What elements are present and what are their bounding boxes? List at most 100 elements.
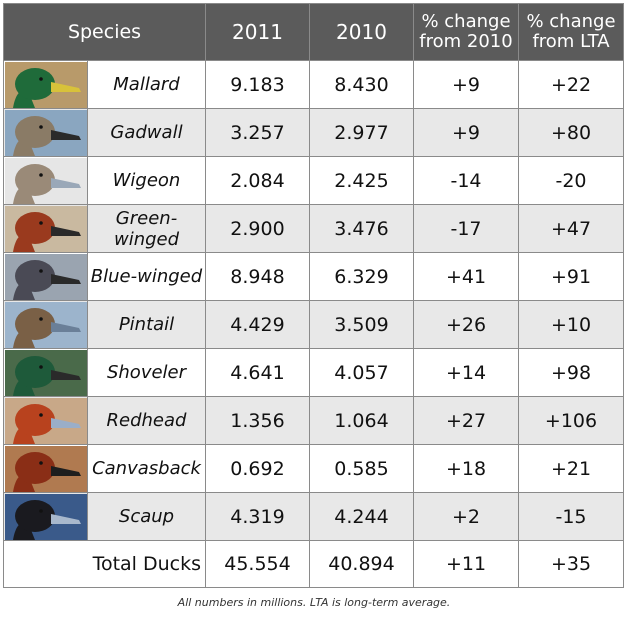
- table-row: Blue-winged 8.948 6.329 +41 +91: [3, 252, 624, 301]
- table-row: Gadwall 3.257 2.977 +9 +80: [3, 108, 624, 157]
- value-2011: 4.429: [205, 300, 310, 349]
- value-2011: 3.257: [205, 108, 310, 157]
- species-column-header: Species: [3, 3, 206, 61]
- total-pct-change-lta: +35: [518, 540, 624, 588]
- year-2010-column-header: 2010: [309, 3, 414, 61]
- table-row: Scaup 4.319 4.244 +2 -15: [3, 492, 624, 541]
- pct-change-2010: +14: [413, 348, 519, 397]
- value-2010: 1.064: [309, 396, 414, 445]
- value-2011: 9.183: [205, 60, 310, 109]
- shoveler-duck-head-icon: [4, 349, 87, 396]
- pct-change-2010: +9: [413, 60, 519, 109]
- table-row: Shoveler 4.641 4.057 +14 +98: [3, 348, 624, 397]
- species-name: Canvasback: [87, 444, 206, 493]
- value-2010: 3.509: [309, 300, 414, 349]
- blue-winged-teal-head-icon: [4, 253, 87, 300]
- green-winged-teal-head-icon: [4, 205, 87, 252]
- duck-photo-cell: [3, 492, 88, 541]
- pct-change-lta: +10: [518, 300, 624, 349]
- pct-change-lta: +22: [518, 60, 624, 109]
- scaup-duck-head-icon: [4, 493, 87, 540]
- pct-change-2010: -14: [413, 156, 519, 205]
- duck-photo-cell: [3, 348, 88, 397]
- pct-change-2010: +2: [413, 492, 519, 541]
- species-name: Mallard: [87, 60, 206, 109]
- value-2010: 2.977: [309, 108, 414, 157]
- value-2010: 2.425: [309, 156, 414, 205]
- duck-photo-cell: [3, 156, 88, 205]
- duck-photo-cell: [3, 252, 88, 301]
- pct-change-lta: +21: [518, 444, 624, 493]
- pct-change-lta-column-header: % change from LTA: [518, 3, 624, 61]
- pct-change-2010-header-line2: from 2010: [419, 31, 513, 52]
- value-2010: 3.476: [309, 204, 414, 253]
- species-name: Redhead: [87, 396, 206, 445]
- pct-change-2010-column-header: % change from 2010: [413, 3, 519, 61]
- value-2010: 0.585: [309, 444, 414, 493]
- value-2010: 6.329: [309, 252, 414, 301]
- canvasback-duck-head-icon: [4, 445, 87, 492]
- total-2010-value: 40.894: [309, 540, 414, 588]
- pct-change-lta: -15: [518, 492, 624, 541]
- pct-change-lta: +47: [518, 204, 624, 253]
- pct-change-2010: +9: [413, 108, 519, 157]
- value-2011: 4.319: [205, 492, 310, 541]
- value-2011: 2.084: [205, 156, 310, 205]
- mallard-duck-head-icon: [4, 61, 87, 108]
- pct-change-2010: +26: [413, 300, 519, 349]
- total-row: Total Ducks 45.554 40.894 +11 +35: [3, 540, 624, 588]
- table-row: Green-winged 2.900 3.476 -17 +47: [3, 204, 624, 253]
- species-name: Gadwall: [87, 108, 206, 157]
- pct-change-lta: +80: [518, 108, 624, 157]
- table-body: Mallard 9.183 8.430 +9 +22 Gadwall 3.257 2.977 +…: [3, 60, 624, 588]
- pct-change-lta: +98: [518, 348, 624, 397]
- duck-photo-cell: [3, 204, 88, 253]
- species-name: Scaup: [87, 492, 206, 541]
- value-2010: 4.057: [309, 348, 414, 397]
- pct-change-2010: +27: [413, 396, 519, 445]
- duck-photo-cell: [3, 396, 88, 445]
- species-name: Pintail: [87, 300, 206, 349]
- pct-change-2010-header-line1: % change: [421, 11, 511, 32]
- pct-change-lta: -20: [518, 156, 624, 205]
- pct-change-lta: +91: [518, 252, 624, 301]
- table-row: Mallard 9.183 8.430 +9 +22: [3, 60, 624, 109]
- value-2011: 1.356: [205, 396, 310, 445]
- table-header-row: Species 2011 2010 % change from 2010 % c…: [3, 3, 624, 61]
- pct-change-lta-header-line2: from LTA: [532, 31, 610, 52]
- duck-population-table-frame: Species 2011 2010 % change from 2010 % c…: [3, 3, 624, 588]
- gadwall-duck-head-icon: [4, 109, 87, 156]
- value-2010: 4.244: [309, 492, 414, 541]
- value-2011: 2.900: [205, 204, 310, 253]
- pintail-duck-head-icon: [4, 301, 87, 348]
- pct-change-2010: -17: [413, 204, 519, 253]
- duck-photo-cell: [3, 60, 88, 109]
- species-name: Blue-winged: [87, 252, 206, 301]
- total-2011-value: 45.554: [205, 540, 310, 588]
- table-row: Wigeon 2.084 2.425 -14 -20: [3, 156, 624, 205]
- species-name: Green-winged: [87, 204, 206, 253]
- total-pct-change-2010: +11: [413, 540, 519, 588]
- duck-photo-cell: [3, 300, 88, 349]
- value-2011: 4.641: [205, 348, 310, 397]
- wigeon-duck-head-icon: [4, 157, 87, 204]
- duck-population-table: Species 2011 2010 % change from 2010 % c…: [3, 3, 624, 588]
- redhead-duck-head-icon: [4, 397, 87, 444]
- table-row: Pintail 4.429 3.509 +26 +10: [3, 300, 624, 349]
- pct-change-lta: +106: [518, 396, 624, 445]
- value-2010: 8.430: [309, 60, 414, 109]
- footnote: All numbers in millions. LTA is long-ter…: [177, 596, 451, 609]
- species-name: Shoveler: [87, 348, 206, 397]
- value-2011: 0.692: [205, 444, 310, 493]
- year-2011-column-header: 2011: [205, 3, 310, 61]
- duck-photo-cell: [3, 444, 88, 493]
- total-label: Total Ducks: [3, 540, 206, 588]
- table-row: Canvasback 0.692 0.585 +18 +21: [3, 444, 624, 493]
- species-name: Wigeon: [87, 156, 206, 205]
- table-row: Redhead 1.356 1.064 +27 +106: [3, 396, 624, 445]
- duck-photo-cell: [3, 108, 88, 157]
- pct-change-lta-header-line1: % change: [526, 11, 616, 32]
- pct-change-2010: +41: [413, 252, 519, 301]
- pct-change-2010: +18: [413, 444, 519, 493]
- value-2011: 8.948: [205, 252, 310, 301]
